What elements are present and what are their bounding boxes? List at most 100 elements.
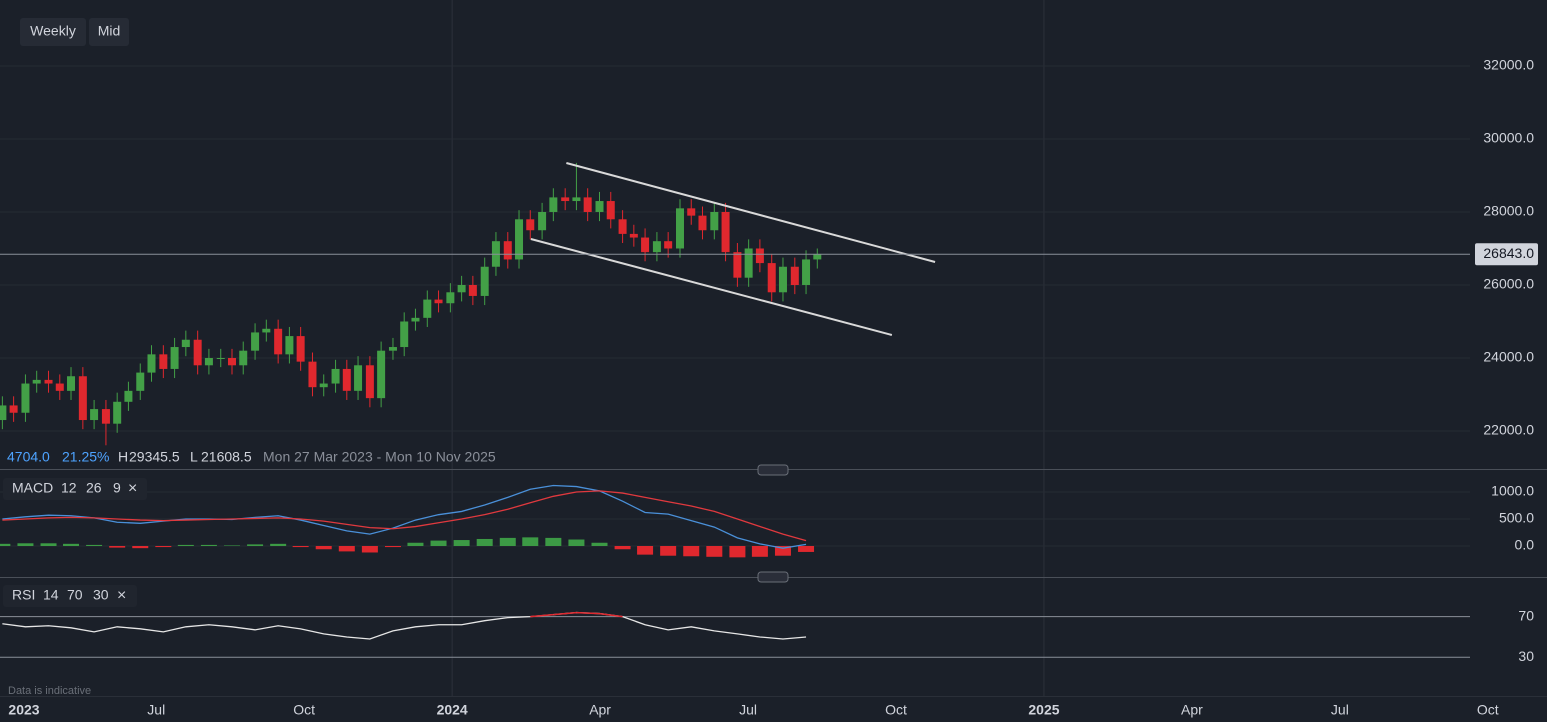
high-label: H	[118, 449, 128, 465]
candle-body	[170, 347, 179, 369]
candle-body	[0, 405, 7, 421]
candle-body	[147, 354, 156, 373]
timeframe-button[interactable]	[20, 18, 86, 46]
button-label[interactable]: Mid	[98, 23, 121, 39]
candle-body	[503, 241, 512, 260]
candle-body	[641, 237, 650, 253]
candle-body	[813, 254, 822, 260]
macd-histogram-bar	[384, 545, 401, 548]
remove-icon[interactable]: ×	[128, 480, 137, 497]
candle-body	[515, 219, 524, 260]
candle-body	[687, 208, 696, 216]
candle-body	[101, 409, 110, 424]
macd-histogram-bar	[407, 542, 424, 546]
indicator-param: 14	[43, 587, 59, 603]
candle-body	[434, 299, 443, 304]
candle-body	[227, 357, 236, 366]
footnote: Data is indicative	[8, 685, 91, 697]
y-tick-label: 70	[1518, 607, 1534, 623]
candle-body	[90, 409, 99, 421]
macd-histogram-bar	[361, 545, 378, 553]
macd-histogram-bar	[338, 545, 355, 552]
rsi-overbought-segment	[576, 611, 600, 615]
resize-handle[interactable]	[757, 464, 789, 476]
candle-body	[377, 350, 386, 399]
x-tick-label: 2023	[8, 702, 39, 718]
indicator-legend	[3, 478, 147, 500]
button-label[interactable]: Weekly	[30, 23, 76, 39]
y-tick-label: 26000.0	[1483, 276, 1534, 292]
candle-body	[778, 266, 787, 293]
candle-body	[710, 211, 719, 231]
candle-body	[113, 401, 122, 424]
candle-body	[538, 211, 547, 231]
candle-body	[204, 357, 213, 366]
y-tick-label: 30000.0	[1483, 130, 1534, 146]
candle-body	[262, 328, 271, 333]
y-tick-label: 1000.0	[1491, 483, 1534, 499]
candle-body	[365, 365, 374, 399]
candle-body	[216, 357, 225, 359]
candle-body	[583, 197, 592, 212]
macd-histogram-bar	[17, 543, 34, 546]
candle-body	[468, 284, 477, 296]
macd-histogram-bar	[660, 545, 677, 556]
macd-histogram-bar	[155, 545, 172, 548]
candle-body	[388, 347, 397, 351]
x-tick-label: 2025	[1028, 702, 1059, 718]
rsi-overbought-segment	[530, 613, 554, 618]
indicator-legend	[3, 585, 137, 607]
candle-body	[274, 328, 283, 355]
low-value: 21608.5	[201, 449, 252, 465]
resize-handle[interactable]	[757, 571, 789, 583]
candle-body	[67, 376, 76, 391]
candle-body	[446, 292, 455, 304]
macd-histogram-bar	[315, 545, 332, 550]
x-tick-label: Oct	[885, 702, 907, 718]
candle-body	[595, 201, 604, 212]
candle-body	[652, 241, 661, 253]
candle-body	[319, 383, 328, 388]
macd-histogram-bar	[637, 545, 654, 555]
candle-body	[342, 368, 351, 391]
macd-histogram-bar	[200, 544, 217, 546]
candle-body	[159, 354, 168, 369]
candle-body	[733, 252, 742, 278]
candle-body	[285, 336, 294, 355]
x-tick-label: Jul	[147, 702, 165, 718]
x-tick-label: Oct	[293, 702, 315, 718]
macd-histogram-bar	[63, 543, 80, 546]
candle-body	[698, 215, 707, 231]
macd-histogram-bar	[223, 545, 240, 546]
candle-body	[618, 219, 627, 234]
macd-histogram-bar	[86, 544, 103, 546]
change: 4704.0	[7, 449, 50, 465]
macd-histogram-bar	[247, 544, 264, 546]
macd-histogram-bar	[522, 537, 539, 546]
rsi-overbought-segment	[553, 611, 577, 616]
candle-body	[411, 317, 420, 322]
candle-body	[480, 266, 489, 296]
macd-histogram-bar	[109, 545, 126, 548]
rsi-overbought-segment	[599, 612, 623, 618]
remove-icon[interactable]: ×	[117, 587, 126, 604]
candle-body	[193, 339, 202, 366]
high-value: 29345.5	[129, 449, 180, 465]
macd-histogram-bar	[40, 543, 57, 546]
candle-body	[78, 376, 87, 421]
y-tick-label: 500.0	[1499, 510, 1534, 526]
x-tick-label: Oct	[1477, 702, 1499, 718]
macd-histogram-bar	[499, 537, 516, 546]
candle-body	[664, 241, 673, 249]
candle-body	[790, 266, 799, 285]
y-tick-label: 32000.0	[1483, 57, 1534, 73]
change-pct: 21.25%	[62, 449, 109, 465]
x-tick-label: 2024	[437, 702, 468, 718]
candle-body	[55, 383, 64, 391]
candle-body	[331, 368, 340, 384]
candle-body	[755, 248, 764, 264]
macd-histogram-bar	[683, 545, 700, 557]
macd-histogram-bar	[751, 545, 768, 557]
price-type-button[interactable]	[89, 18, 129, 46]
